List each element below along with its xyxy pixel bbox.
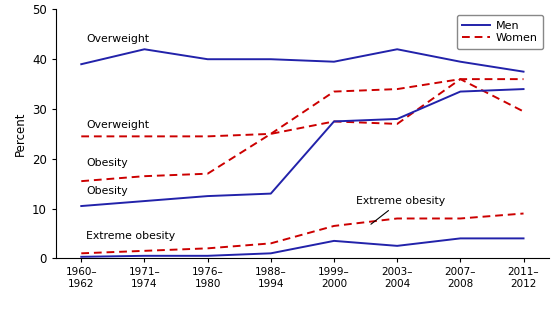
Legend: Men, Women: Men, Women xyxy=(457,15,543,49)
Y-axis label: Percent: Percent xyxy=(13,112,26,156)
Text: Obesity: Obesity xyxy=(86,186,128,196)
Text: Obesity: Obesity xyxy=(86,158,128,168)
Text: Overweight: Overweight xyxy=(86,34,150,44)
Text: Extreme obesity: Extreme obesity xyxy=(356,196,445,224)
Text: Overweight: Overweight xyxy=(86,120,150,130)
Text: Extreme obesity: Extreme obesity xyxy=(86,232,175,241)
